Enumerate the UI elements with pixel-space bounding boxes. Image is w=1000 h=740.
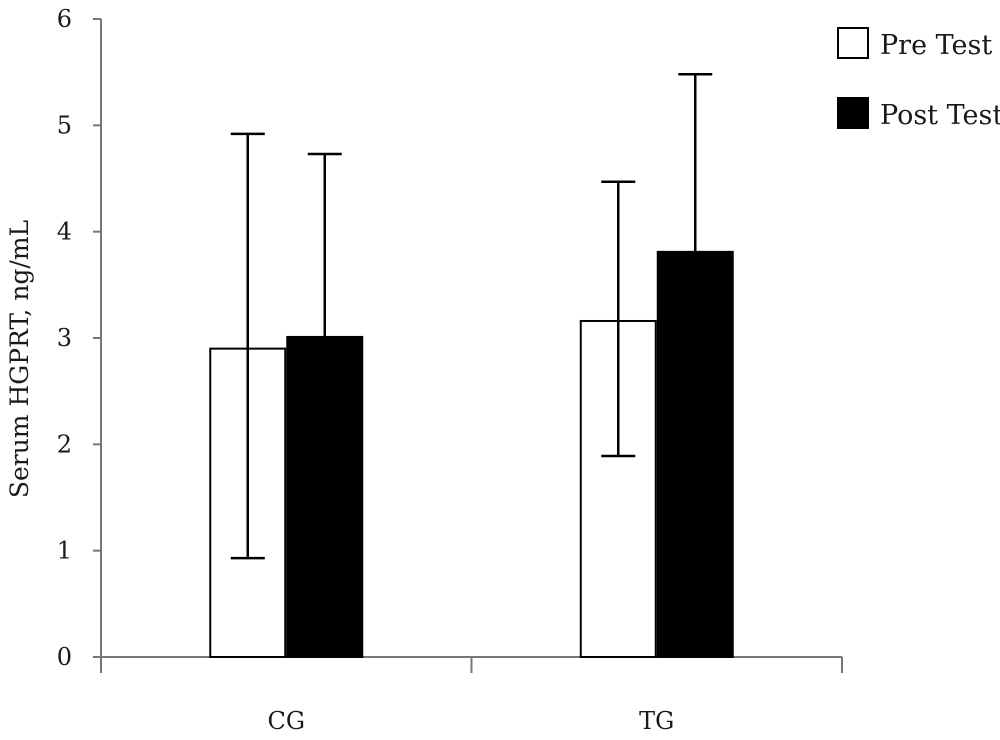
y-tick-label: 1 xyxy=(57,537,72,565)
bars xyxy=(209,250,734,658)
legend-swatch-pre-test xyxy=(837,27,869,59)
y-axis-ticks: 0 1 2 3 4 5 6 xyxy=(57,5,101,671)
y-tick-label: 6 xyxy=(57,5,72,33)
legend: Pre Test Post Test xyxy=(837,27,1000,131)
bar-post-test-cg xyxy=(286,335,364,658)
y-tick-label: 4 xyxy=(57,218,72,246)
legend-label-pre-test: Pre Test xyxy=(880,30,992,61)
legend-swatch-post-test xyxy=(837,97,869,129)
y-tick-label: 3 xyxy=(57,324,72,352)
y-tick-label: 5 xyxy=(57,111,72,139)
x-category-label: TG xyxy=(639,707,674,735)
y-axis-label: Serum HGPRT, ng/mL xyxy=(5,220,34,498)
legend-label-post-test: Post Test xyxy=(880,100,1000,131)
x-category-label: CG xyxy=(267,707,305,735)
y-tick-label: 2 xyxy=(57,430,72,458)
x-axis-categories: CG TG xyxy=(267,707,674,735)
error-bars xyxy=(230,73,713,560)
bar-post-test-tg xyxy=(656,250,734,658)
y-tick-label: 0 xyxy=(57,643,72,671)
